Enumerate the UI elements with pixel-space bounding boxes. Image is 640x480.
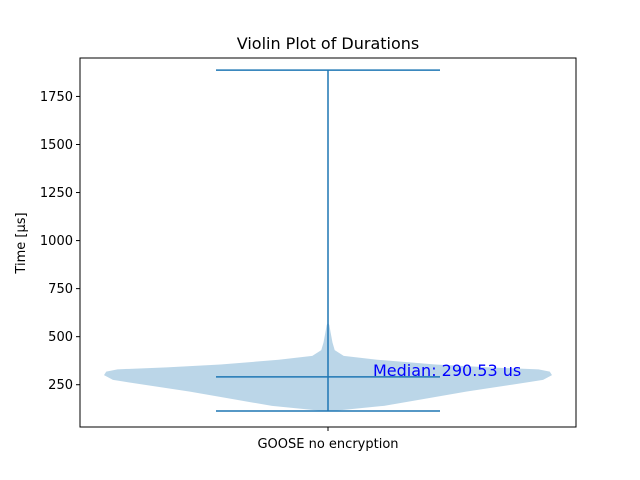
- y-tick-label: 1750: [40, 90, 73, 105]
- x-axis: GOOSE no encryption: [257, 427, 399, 452]
- y-tick-label: 250: [48, 378, 73, 393]
- y-tick-label: 1500: [40, 138, 73, 153]
- median-annotation: Median: 290.53 us: [373, 361, 521, 380]
- y-tick-label: 1000: [40, 234, 73, 249]
- y-tick-label: 1250: [40, 186, 73, 201]
- y-axis: 250 500 750 1000 1250 1500 1750: [40, 90, 80, 393]
- plot-area: Median: 290.53 us: [79, 57, 577, 428]
- chart-title: Violin Plot of Durations: [237, 34, 420, 53]
- y-tick-label: 500: [48, 330, 73, 345]
- y-axis-label: Time [μs]: [14, 212, 29, 274]
- y-tick-label: 750: [48, 282, 73, 297]
- violin-lines: [216, 69, 440, 412]
- x-tick-label: GOOSE no encryption: [257, 437, 398, 452]
